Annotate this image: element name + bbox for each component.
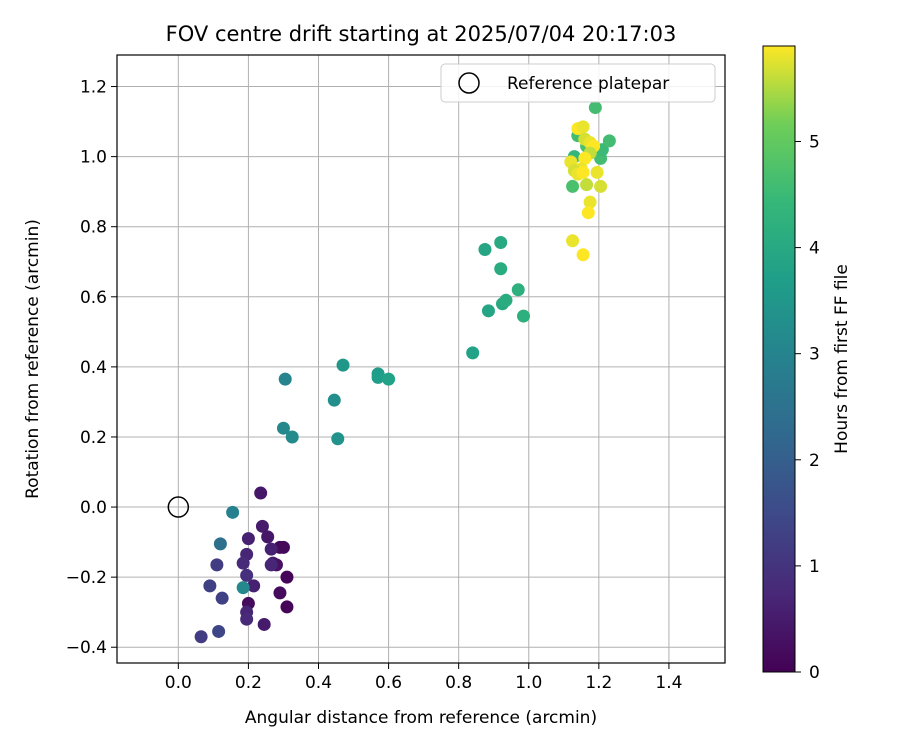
data-point — [226, 505, 240, 519]
data-point — [578, 151, 592, 165]
data-point — [264, 558, 278, 572]
data-point — [371, 370, 385, 384]
x-tick-label: 1.0 — [515, 673, 542, 693]
data-point — [280, 570, 294, 584]
data-point — [590, 165, 604, 179]
data-points — [194, 101, 616, 644]
x-tick-label: 0.8 — [445, 673, 472, 693]
data-point — [215, 591, 229, 605]
data-point — [481, 304, 495, 318]
x-tick-label: 0.0 — [165, 673, 192, 693]
plot-frame — [116, 54, 726, 664]
chart-title: FOV centre drift starting at 2025/07/04 … — [166, 22, 677, 46]
data-point — [213, 537, 227, 551]
data-point — [278, 372, 292, 386]
data-point — [583, 195, 597, 209]
data-point — [240, 568, 254, 582]
y-tick-label: −0.4 — [66, 638, 107, 658]
y-tick-label: 0.6 — [80, 288, 107, 308]
colorbar-tick-label: 2 — [809, 451, 820, 471]
colorbar-tick-label: 1 — [809, 557, 820, 577]
colorbar-tick-label: 3 — [809, 345, 820, 365]
data-point — [203, 579, 217, 593]
data-point — [494, 262, 508, 276]
data-point — [280, 600, 294, 614]
data-point — [594, 179, 608, 193]
data-point — [212, 624, 226, 638]
data-point — [566, 179, 580, 193]
y-tick-label: 0.2 — [80, 428, 107, 448]
data-point — [236, 556, 250, 570]
data-point — [478, 242, 492, 256]
colorbar-ticks: 0 1 2 3 4 5 — [795, 132, 820, 683]
data-point — [261, 530, 275, 544]
data-point — [576, 248, 590, 262]
data-point — [382, 372, 396, 386]
data-point — [264, 542, 278, 556]
colorbar-gradient — [762, 45, 796, 673]
data-point — [257, 617, 271, 631]
data-point — [576, 165, 590, 179]
colorbar-tick-label: 0 — [809, 663, 820, 683]
y-tick-label: 0.0 — [80, 498, 107, 518]
data-point — [276, 421, 290, 435]
reference-platepar-marker — [167, 496, 190, 518]
data-point — [336, 358, 350, 372]
grid-lines — [117, 55, 725, 663]
x-tick-label: 0.6 — [375, 673, 402, 693]
data-point — [254, 486, 268, 500]
data-point — [588, 101, 602, 115]
data-point — [576, 120, 590, 134]
y-tick-label: 0.4 — [80, 358, 107, 378]
legend-marker-icon — [458, 72, 480, 94]
x-tick-label: 0.4 — [305, 673, 332, 693]
data-point — [602, 134, 616, 148]
data-point — [236, 581, 250, 595]
legend: Reference platepar — [440, 63, 716, 103]
x-tick-label: 0.2 — [235, 673, 262, 693]
legend-box — [440, 63, 716, 103]
data-point — [511, 283, 525, 297]
data-point — [247, 579, 261, 593]
data-point — [331, 432, 345, 446]
data-point — [566, 234, 580, 248]
y-tick-label: 0.8 — [80, 218, 107, 238]
data-point — [241, 532, 255, 546]
x-axis-label: Angular distance from reference (arcmin) — [245, 708, 597, 728]
colorbar-tick-label: 5 — [809, 132, 820, 152]
colorbar-label: Hours from first FF file — [832, 264, 852, 454]
y-tick-label: 1.2 — [80, 78, 107, 98]
data-point — [517, 309, 531, 323]
data-point — [494, 235, 508, 249]
data-point — [285, 430, 299, 444]
data-point — [194, 630, 208, 644]
legend-label: Reference platepar — [507, 74, 669, 94]
x-tick-label: 1.4 — [655, 673, 682, 693]
y-tick-label: 1.0 — [80, 148, 107, 168]
colorbar: 0 1 2 3 4 5 Hours from first FF file — [762, 45, 852, 683]
data-point — [499, 293, 513, 307]
data-point — [327, 393, 341, 407]
data-point — [210, 558, 224, 572]
data-point — [255, 519, 269, 533]
y-tick-label: −0.2 — [66, 568, 107, 588]
colorbar-tick-label: 4 — [809, 239, 820, 259]
x-tick-label: 1.2 — [585, 673, 612, 693]
data-point — [466, 346, 480, 360]
data-point — [240, 612, 254, 626]
y-axis-label: Rotation from reference (arcmin) — [23, 219, 43, 499]
data-point — [581, 206, 595, 220]
data-point — [580, 178, 594, 192]
x-axis: 0.0 0.2 0.4 0.6 0.8 1.0 1.2 1.4 — [165, 663, 682, 693]
y-axis: −0.4 −0.2 0.0 0.2 0.4 0.6 0.8 1.0 1.2 — [66, 78, 117, 658]
data-point — [273, 586, 287, 600]
data-point — [276, 540, 290, 554]
